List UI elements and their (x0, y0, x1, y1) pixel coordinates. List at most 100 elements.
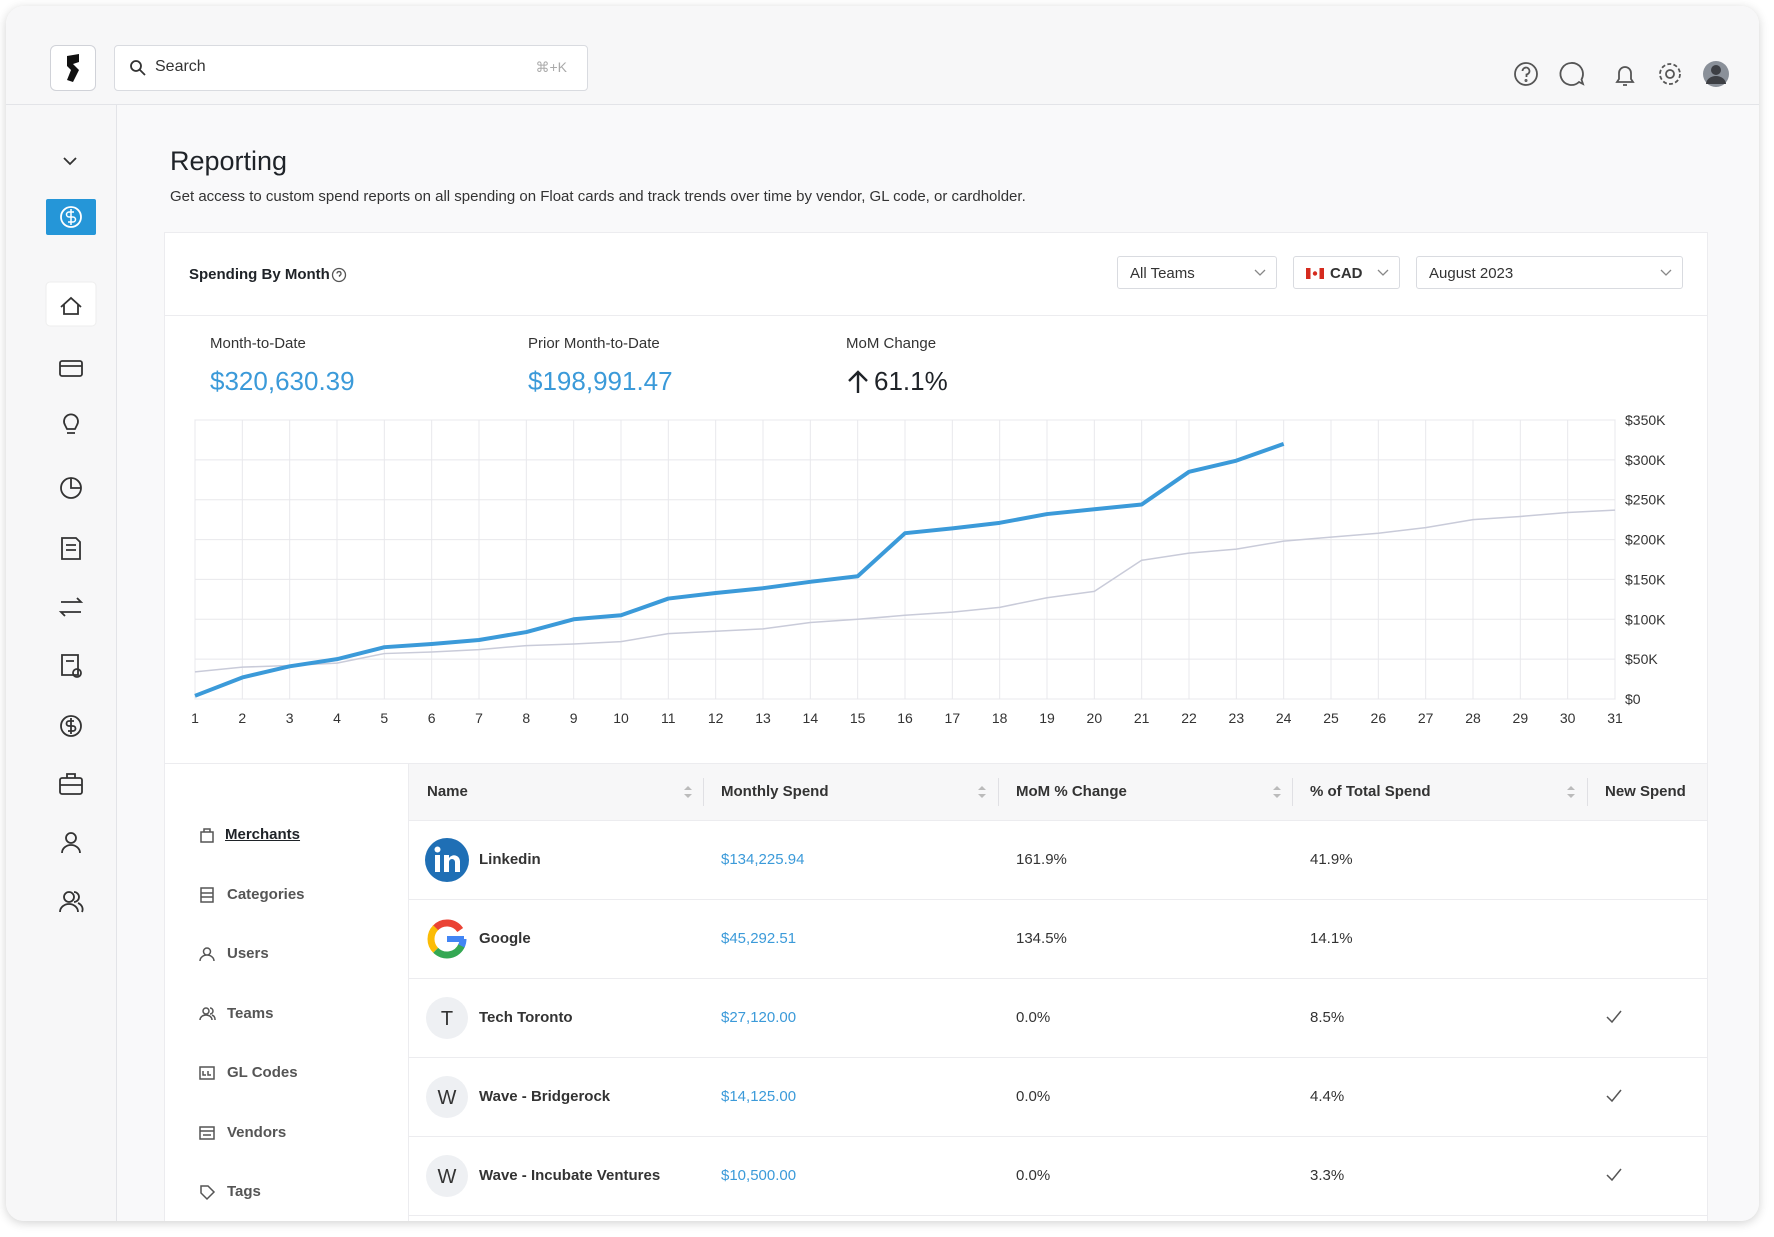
logo-bar (447, 936, 464, 942)
x-tick-label: 15 (850, 710, 866, 723)
nav-transfers[interactable] (58, 597, 84, 617)
nav-item[interactable]: Teams (227, 1004, 274, 1022)
mom-change: 0.0% (1016, 1088, 1051, 1105)
y-tick-label: $250K (1625, 492, 1666, 508)
nav-reimburse[interactable] (61, 654, 79, 676)
logo-initial: W (438, 1166, 457, 1188)
team-filter[interactable]: All Teams (1117, 256, 1277, 289)
collapse-toggle[interactable] (63, 157, 77, 166)
metric-value: $320,630.39 (210, 366, 355, 396)
icon-path (199, 1066, 215, 1080)
column-separator (1292, 778, 1293, 806)
metric-label: MoM Change (846, 335, 937, 352)
x-tick-label: 22 (1181, 710, 1197, 723)
sort-icon (978, 786, 986, 798)
icon-path (199, 1125, 215, 1140)
nav-item[interactable]: Tags (227, 1183, 261, 1200)
nav-vendors[interactable] (59, 777, 83, 795)
mom-change: 0.0% (1016, 1009, 1051, 1026)
nav-item[interactable]: Merchants (225, 826, 301, 843)
help-icon[interactable] (331, 266, 349, 284)
x-tick-label: 27 (1418, 710, 1434, 723)
nav-home[interactable] (60, 296, 82, 315)
icon-path (200, 1185, 216, 1201)
search-shortcut: ⌘+K (535, 59, 567, 75)
sidebar-icons (45, 157, 97, 913)
table-row[interactable]: T Tech Toronto $27,120.00 0.0% 8.5% (409, 979, 1707, 1058)
monthly-spend: $134,225.94 (721, 851, 805, 868)
search-box[interactable]: Search ⌘+K (114, 45, 588, 91)
x-tick-label: 25 (1323, 710, 1339, 723)
help-icon[interactable] (1514, 62, 1538, 86)
sort-path (684, 786, 692, 798)
metric-value: $198,991.47 (528, 366, 673, 396)
settings-icon[interactable] (1659, 63, 1681, 85)
nav-item[interactable]: GL Codes (227, 1064, 298, 1081)
nav-item[interactable]: Users (227, 945, 269, 962)
monthly-spend: $10,500.00 (721, 1167, 797, 1184)
mom-change: 0.0% (1016, 1167, 1051, 1184)
column-header[interactable]: Monthly Spend (721, 783, 829, 800)
nav-item[interactable]: Categories (227, 885, 305, 903)
column-header[interactable]: MoM % Change (1016, 783, 1127, 800)
merchant-logo: T (426, 997, 468, 1039)
table-row[interactable]: Google $45,292.51 134.5% 14.1% (409, 900, 1707, 979)
month-filter-value: August 2023 (1429, 265, 1514, 282)
column-separator (703, 778, 704, 806)
chart: 1 2 3 4 5 6 7 8 9 10 11 12 13 14 15 16 17 18 19 20 21 22 23 24 2… (191, 412, 1666, 723)
nav-payments[interactable] (60, 715, 82, 737)
x-tick-label: 2 (238, 710, 246, 723)
x-tick-label: 8 (522, 710, 530, 723)
metric-label: Prior Month-to-Date (528, 335, 660, 352)
bell-icon[interactable] (1615, 66, 1635, 86)
check-path (1606, 1168, 1622, 1182)
logo-mark (67, 54, 79, 82)
monthly-spend: $27,120.00 (721, 1009, 797, 1026)
month-filter[interactable]: August 2023 (1416, 256, 1683, 289)
sort-icon (684, 786, 692, 798)
x-tick-label: 29 (1513, 710, 1529, 723)
nav-bills[interactable] (61, 537, 81, 560)
currency-value: CAD (1330, 265, 1363, 282)
y-tick-label: $50K (1625, 651, 1658, 667)
table-row[interactable]: W Wave - Bridgerock $14,125.00 0.0% 4.4% (409, 1058, 1707, 1137)
column-separator (998, 778, 999, 806)
team-filter-value: All Teams (1130, 265, 1195, 282)
pct-total: 8.5% (1310, 1009, 1345, 1026)
new-spend-check (1606, 1168, 1622, 1182)
nav-users[interactable] (65, 832, 77, 844)
divider (165, 315, 1707, 316)
nav-teams[interactable] (63, 891, 75, 903)
nav-insights[interactable] (63, 413, 79, 434)
table-row[interactable]: W Wave - Incubate Ventures $10,500.00 0.0% 3… (409, 1137, 1707, 1216)
merchant-logo: W (426, 1155, 468, 1197)
column-header[interactable]: Name (427, 783, 468, 800)
logo[interactable] (50, 45, 96, 91)
column-header[interactable]: New Spend (1605, 783, 1686, 800)
merchant-logo: W (426, 1076, 468, 1118)
pct-total: 4.4% (1310, 1088, 1345, 1105)
y-tick-label: $150K (1625, 571, 1666, 587)
series-line (194, 509, 1616, 673)
table-row[interactable]: Linkedin $134,225.94 161.9% 41.9% (409, 821, 1707, 900)
sort-icon (1567, 786, 1575, 798)
new-spend-check (1606, 1089, 1622, 1103)
y-tick-label: $100K (1625, 611, 1666, 627)
app-window: Search ⌘+K (6, 6, 1759, 1221)
chat-icon[interactable] (1559, 62, 1585, 86)
nav-item[interactable]: Vendors (227, 1123, 287, 1141)
currency-filter[interactable]: CAD (1293, 256, 1400, 289)
x-tick-label: 3 (286, 710, 294, 723)
sort-path (1567, 786, 1575, 798)
logo-dot (434, 846, 441, 853)
nav-cards[interactable] (59, 360, 83, 377)
x-tick-label: 6 (428, 710, 436, 723)
card-title: Spending By Month (189, 266, 330, 283)
x-tick-label: 1 (191, 710, 199, 723)
column-header[interactable]: % of Total Spend (1310, 783, 1431, 800)
nav-icon (199, 1006, 216, 1020)
y-tick-label: $200K (1625, 532, 1666, 548)
sort-path (1273, 786, 1281, 798)
x-tick-label: 18 (992, 710, 1008, 723)
x-tick-label: 21 (1134, 710, 1150, 723)
